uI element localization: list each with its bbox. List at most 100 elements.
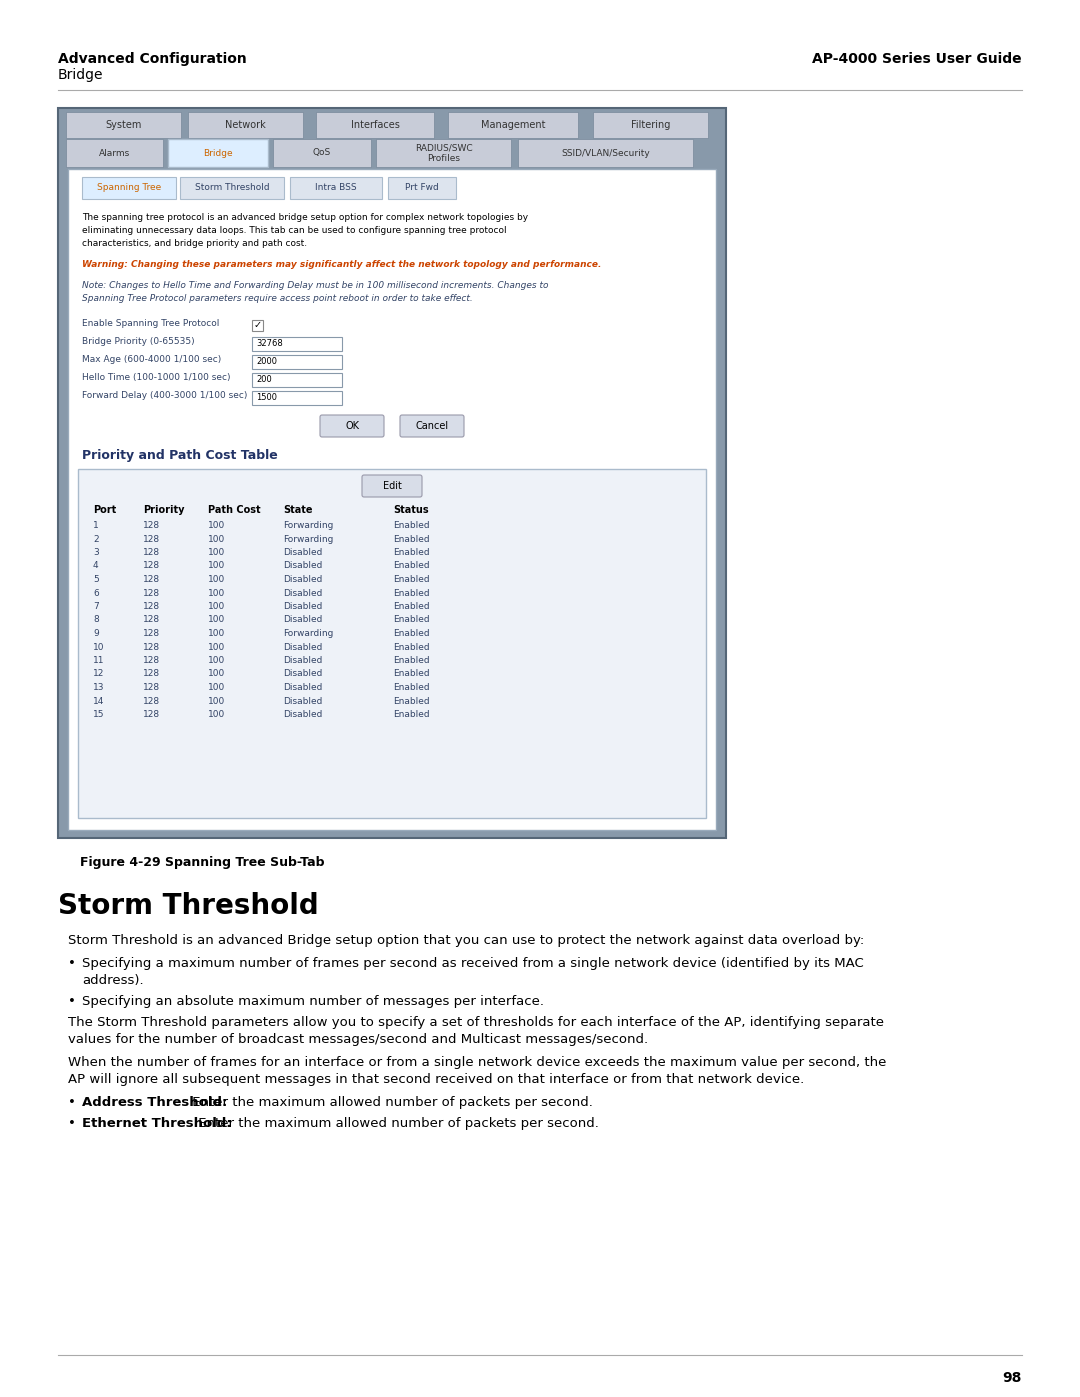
Text: Enabled: Enabled <box>393 576 430 584</box>
Text: 100: 100 <box>208 629 226 638</box>
Text: 100: 100 <box>208 588 226 598</box>
Text: Disabled: Disabled <box>283 697 322 705</box>
Text: 10: 10 <box>93 643 105 651</box>
Text: Warning: Changing these parameters may significantly affect the network topology: Warning: Changing these parameters may s… <box>82 260 602 270</box>
Bar <box>58 108 726 838</box>
Text: Status: Status <box>393 504 429 515</box>
Text: 100: 100 <box>208 602 226 610</box>
Text: QoS: QoS <box>313 148 332 158</box>
Text: 128: 128 <box>143 576 160 584</box>
Text: Enabled: Enabled <box>393 657 430 665</box>
Text: Disabled: Disabled <box>283 548 322 557</box>
Text: ✓: ✓ <box>254 320 261 330</box>
Text: Disabled: Disabled <box>283 602 322 610</box>
Text: Enabled: Enabled <box>393 616 430 624</box>
Text: Forwarding: Forwarding <box>283 535 334 543</box>
Text: 5: 5 <box>93 576 98 584</box>
Text: Enabled: Enabled <box>393 521 430 529</box>
Text: Alarms: Alarms <box>99 148 130 158</box>
Text: Storm Threshold: Storm Threshold <box>58 893 319 921</box>
FancyBboxPatch shape <box>320 415 384 437</box>
Text: Specifying a maximum number of frames per second as received from a single netwo: Specifying a maximum number of frames pe… <box>82 957 864 970</box>
Text: Disabled: Disabled <box>283 588 322 598</box>
Text: OK: OK <box>345 420 359 432</box>
Text: Spanning Tree: Spanning Tree <box>97 183 161 193</box>
Text: Figure 4-29 Spanning Tree Sub-Tab: Figure 4-29 Spanning Tree Sub-Tab <box>80 856 324 869</box>
Text: 32768: 32768 <box>256 339 283 348</box>
Text: values for the number of broadcast messages/second and Multicast messages/second: values for the number of broadcast messa… <box>68 1032 648 1046</box>
Text: 12: 12 <box>93 669 105 679</box>
Text: Address Threshold:: Address Threshold: <box>82 1097 228 1109</box>
Text: Ethernet Threshold:: Ethernet Threshold: <box>82 1118 232 1130</box>
Text: Prt Fwd: Prt Fwd <box>405 183 438 193</box>
Text: 14: 14 <box>93 697 105 705</box>
Text: 13: 13 <box>93 683 105 692</box>
Text: Cancel: Cancel <box>416 420 448 432</box>
Text: When the number of frames for an interface or from a single network device excee: When the number of frames for an interfa… <box>68 1056 887 1069</box>
Text: 128: 128 <box>143 683 160 692</box>
Text: Disabled: Disabled <box>283 562 322 570</box>
Text: SSID/VLAN/Security: SSID/VLAN/Security <box>562 148 650 158</box>
Bar <box>180 177 284 198</box>
Text: 128: 128 <box>143 643 160 651</box>
Text: 100: 100 <box>208 643 226 651</box>
Text: •: • <box>68 957 76 970</box>
Text: 128: 128 <box>143 669 160 679</box>
Text: 100: 100 <box>208 521 226 529</box>
Text: 100: 100 <box>208 657 226 665</box>
Text: Network: Network <box>225 120 266 130</box>
Text: Intra BSS: Intra BSS <box>315 183 356 193</box>
Bar <box>273 138 372 168</box>
Bar <box>316 112 434 138</box>
Text: 100: 100 <box>208 548 226 557</box>
Text: Port: Port <box>93 504 117 515</box>
Text: AP-4000 Series User Guide: AP-4000 Series User Guide <box>812 52 1022 66</box>
Text: address).: address). <box>82 974 144 988</box>
Text: Forward Delay (400-3000 1/100 sec): Forward Delay (400-3000 1/100 sec) <box>82 391 247 400</box>
Text: Enabled: Enabled <box>393 602 430 610</box>
Text: •: • <box>68 1097 76 1109</box>
Text: 7: 7 <box>93 602 98 610</box>
Text: Filtering: Filtering <box>631 120 671 130</box>
Text: Disabled: Disabled <box>283 616 322 624</box>
Text: 100: 100 <box>208 535 226 543</box>
Text: 128: 128 <box>143 697 160 705</box>
Text: 100: 100 <box>208 697 226 705</box>
Text: 100: 100 <box>208 669 226 679</box>
Text: 4: 4 <box>93 562 98 570</box>
Text: 128: 128 <box>143 521 160 529</box>
Text: Specifying an absolute maximum number of messages per interface.: Specifying an absolute maximum number of… <box>82 995 544 1009</box>
Text: Bridge: Bridge <box>58 68 104 82</box>
Text: 11: 11 <box>93 657 105 665</box>
Text: Enabled: Enabled <box>393 710 430 719</box>
Bar <box>448 112 578 138</box>
Text: System: System <box>106 120 141 130</box>
Text: 1500: 1500 <box>256 394 276 402</box>
Text: 128: 128 <box>143 548 160 557</box>
Text: Hello Time (100-1000 1/100 sec): Hello Time (100-1000 1/100 sec) <box>82 373 230 381</box>
Text: 15: 15 <box>93 710 105 719</box>
FancyBboxPatch shape <box>362 475 422 497</box>
Text: Path Cost: Path Cost <box>208 504 260 515</box>
Text: Enabled: Enabled <box>393 535 430 543</box>
Text: 8: 8 <box>93 616 98 624</box>
Bar <box>376 138 511 168</box>
Text: Bridge: Bridge <box>203 148 233 158</box>
Text: Note: Changes to Hello Time and Forwarding Delay must be in 100 millisecond incr: Note: Changes to Hello Time and Forwardi… <box>82 281 549 291</box>
Text: 128: 128 <box>143 710 160 719</box>
Text: 100: 100 <box>208 562 226 570</box>
Text: 98: 98 <box>1002 1370 1022 1384</box>
Bar <box>66 138 163 168</box>
Text: 128: 128 <box>143 588 160 598</box>
Text: 128: 128 <box>143 629 160 638</box>
Bar <box>168 138 268 168</box>
Text: 9: 9 <box>93 629 98 638</box>
Text: Enabled: Enabled <box>393 562 430 570</box>
Text: 100: 100 <box>208 710 226 719</box>
Text: State: State <box>283 504 312 515</box>
Text: 100: 100 <box>208 576 226 584</box>
Bar <box>518 138 693 168</box>
Text: Storm Threshold is an advanced Bridge setup option that you can use to protect t: Storm Threshold is an advanced Bridge se… <box>68 935 864 947</box>
Bar <box>82 177 176 198</box>
Text: Disabled: Disabled <box>283 710 322 719</box>
